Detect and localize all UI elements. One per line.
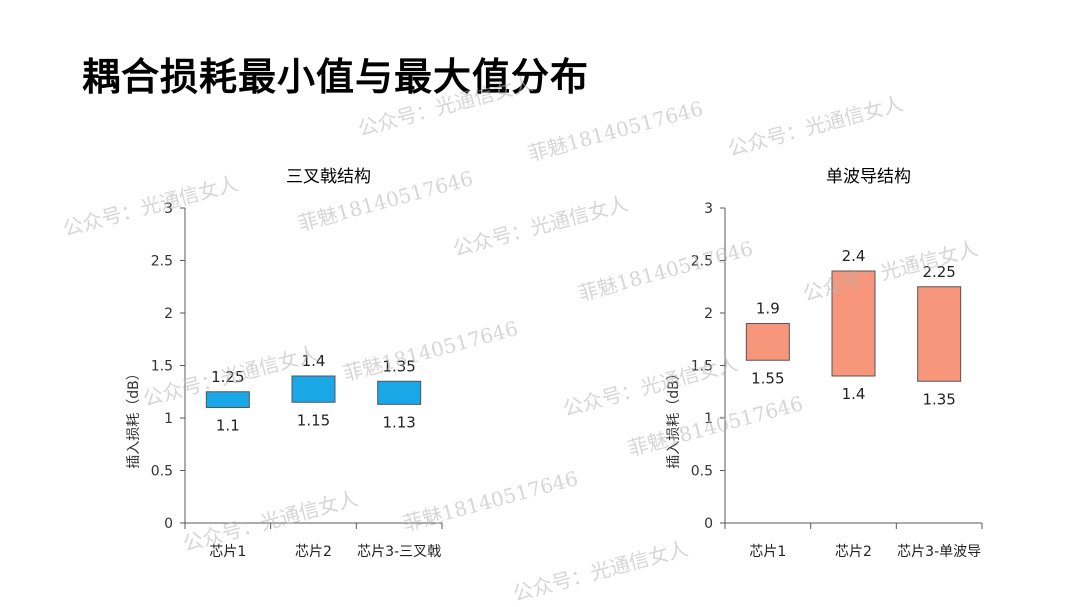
range-bar (745, 323, 790, 361)
chart-title: 三叉戟结构 (286, 167, 371, 187)
range-bar (917, 286, 962, 382)
y-tick-label: 0 (704, 516, 713, 532)
max-data-label: 1.4 (302, 352, 326, 370)
min-data-label: 1.13 (382, 413, 415, 431)
x-tick-label: 芯片1 (209, 544, 246, 560)
range-bar (831, 270, 876, 377)
y-tick-label: 0.5 (151, 464, 173, 480)
chart-single-waveguide: 单波导结构 0 0.5 1 1.5 2 2.5 3 插入损耗（dB） 1.9 1.55 芯片1 2.4 1… (666, 167, 983, 560)
y-axis-label: 插入损耗（dB） (666, 366, 682, 469)
y-tick-label: 2.5 (151, 254, 173, 270)
y-tick-label: 1.5 (151, 359, 173, 375)
y-tick-label: 0 (164, 516, 173, 532)
range-bar (377, 380, 422, 405)
min-data-label: 1.15 (297, 411, 330, 429)
max-data-label: 2.25 (922, 263, 955, 281)
max-data-label: 2.4 (842, 247, 866, 265)
max-data-label: 1.9 (756, 300, 780, 318)
x-tick-label: 芯片2 (295, 544, 332, 560)
min-data-label: 1.4 (842, 385, 866, 403)
range-bar (291, 375, 336, 403)
y-tick-label: 2 (164, 306, 173, 322)
x-tick-label: 芯片3-单波导 (897, 544, 981, 560)
chart-title: 单波导结构 (826, 167, 911, 187)
y-tick-label: 2.5 (691, 254, 713, 270)
y-tick-label: 3 (704, 201, 713, 217)
x-tick-label: 芯片2 (835, 544, 872, 560)
x-tick-label: 芯片1 (749, 544, 786, 560)
chart-trident: 三叉戟结构 0 0.5 1 1.5 2 2.5 3 插入损耗（dB） 1.25 1.1 芯片1 1.4 1… (126, 167, 443, 560)
min-data-label: 1.1 (216, 417, 240, 435)
page-title: 耦合损耗最小值与最大值分布 (82, 55, 590, 99)
y-tick-label: 2 (704, 306, 713, 322)
y-tick-label: 3 (164, 201, 173, 217)
max-data-label: 1.35 (382, 357, 415, 375)
y-tick-label: 1 (164, 411, 173, 427)
x-tick-label: 芯片3-三叉戟 (357, 544, 441, 560)
y-tick-label: 1 (704, 411, 713, 427)
y-tick-label: 1.5 (691, 359, 713, 375)
range-bar (205, 391, 250, 408)
min-data-label: 1.35 (922, 390, 955, 408)
y-tick-label: 0.5 (691, 464, 713, 480)
min-data-label: 1.55 (751, 369, 784, 387)
y-axis-label: 插入损耗（dB） (126, 366, 142, 469)
max-data-label: 1.25 (211, 368, 244, 386)
